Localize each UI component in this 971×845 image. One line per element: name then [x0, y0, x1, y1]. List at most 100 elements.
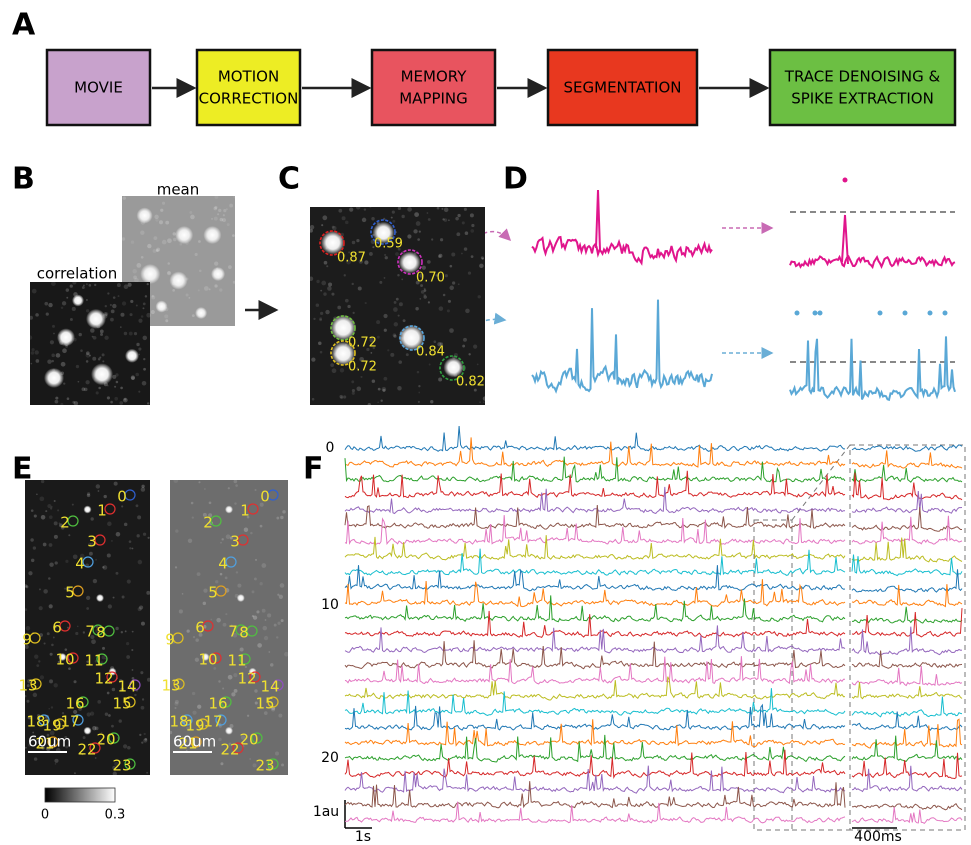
speckle	[110, 401, 113, 404]
speckle	[278, 714, 282, 718]
trace	[345, 640, 845, 668]
speckle	[398, 315, 400, 317]
speckle	[320, 312, 323, 315]
speckle	[41, 480, 44, 483]
speckle	[385, 256, 388, 259]
neuron-label: 0	[260, 488, 270, 506]
speckle	[72, 401, 75, 404]
speckle	[46, 313, 49, 316]
speckle	[339, 395, 342, 398]
speckle	[63, 382, 65, 384]
speckle	[143, 358, 145, 360]
speckle	[376, 320, 380, 324]
speckle	[462, 345, 465, 348]
speckle	[396, 298, 399, 301]
speckle	[138, 607, 142, 611]
speckle	[406, 353, 409, 356]
neuron-label: 22	[77, 741, 96, 759]
speckle	[130, 313, 133, 316]
speckle	[164, 314, 168, 318]
speckle	[78, 381, 80, 383]
speckle	[312, 398, 315, 401]
speckle	[321, 224, 323, 226]
speckle	[449, 328, 454, 333]
trace	[852, 697, 962, 717]
speckle	[67, 627, 69, 629]
trace	[852, 651, 962, 669]
speckle	[89, 355, 91, 357]
speckle	[254, 578, 257, 581]
speckle	[98, 490, 100, 492]
speckle	[444, 207, 449, 212]
speckle	[228, 675, 233, 680]
speckle	[138, 319, 142, 323]
speckle	[159, 220, 163, 224]
speckle	[140, 230, 144, 234]
trace	[345, 595, 845, 621]
speckle	[139, 734, 141, 736]
speckle	[98, 387, 101, 390]
speckle	[414, 212, 419, 217]
speckle	[392, 211, 395, 214]
image-label: mean	[157, 181, 200, 199]
speckle	[352, 392, 355, 395]
speckle	[399, 302, 403, 306]
speckle	[62, 348, 67, 353]
speckle	[344, 274, 346, 276]
roi-score: 0.72	[348, 336, 377, 351]
speckle	[223, 214, 225, 216]
speckle	[483, 396, 487, 400]
speckle	[221, 538, 223, 540]
speckle	[93, 579, 97, 583]
speckle	[214, 217, 218, 221]
speckle	[43, 543, 47, 547]
speckle	[220, 218, 224, 222]
trace	[345, 750, 845, 778]
speckle	[39, 606, 43, 610]
speckle	[132, 269, 136, 273]
speckle	[94, 284, 96, 286]
neuron-label: 16	[65, 695, 84, 713]
cell	[72, 294, 84, 306]
neuron-label: 7	[228, 623, 238, 641]
colorbar-tick: 0.3	[105, 808, 126, 823]
speckle	[89, 284, 92, 287]
speckle	[102, 360, 104, 362]
speckle	[369, 252, 373, 256]
speckle	[51, 354, 55, 358]
speckle	[421, 290, 425, 294]
speckle	[120, 326, 122, 328]
speckle	[61, 307, 63, 309]
speckle	[457, 214, 460, 217]
speckle	[72, 504, 74, 506]
speckle	[192, 711, 196, 715]
speckle	[34, 757, 37, 760]
speckle	[422, 266, 426, 270]
trace	[532, 237, 712, 263]
speckle	[265, 619, 267, 621]
speckle	[55, 397, 58, 400]
speckle	[146, 772, 148, 774]
speckle	[138, 560, 143, 565]
speckle	[143, 738, 147, 742]
speckle	[189, 211, 192, 214]
speckle	[448, 300, 451, 303]
speckle	[114, 386, 116, 388]
speckle	[48, 708, 50, 710]
speckle	[471, 255, 474, 258]
speckle	[131, 375, 135, 379]
speckle	[25, 747, 27, 749]
speckle	[468, 353, 470, 355]
speckle	[95, 559, 97, 561]
speckle	[87, 492, 90, 495]
speckle	[257, 643, 262, 648]
speckle	[47, 504, 51, 508]
cell	[195, 307, 207, 319]
neuron-label: 9	[165, 631, 175, 649]
speckle	[141, 487, 146, 492]
speckle	[26, 585, 29, 588]
spike-dot	[928, 311, 933, 316]
speckle	[61, 362, 66, 367]
speckle	[380, 400, 382, 402]
scale-label: 400ms	[854, 829, 902, 845]
